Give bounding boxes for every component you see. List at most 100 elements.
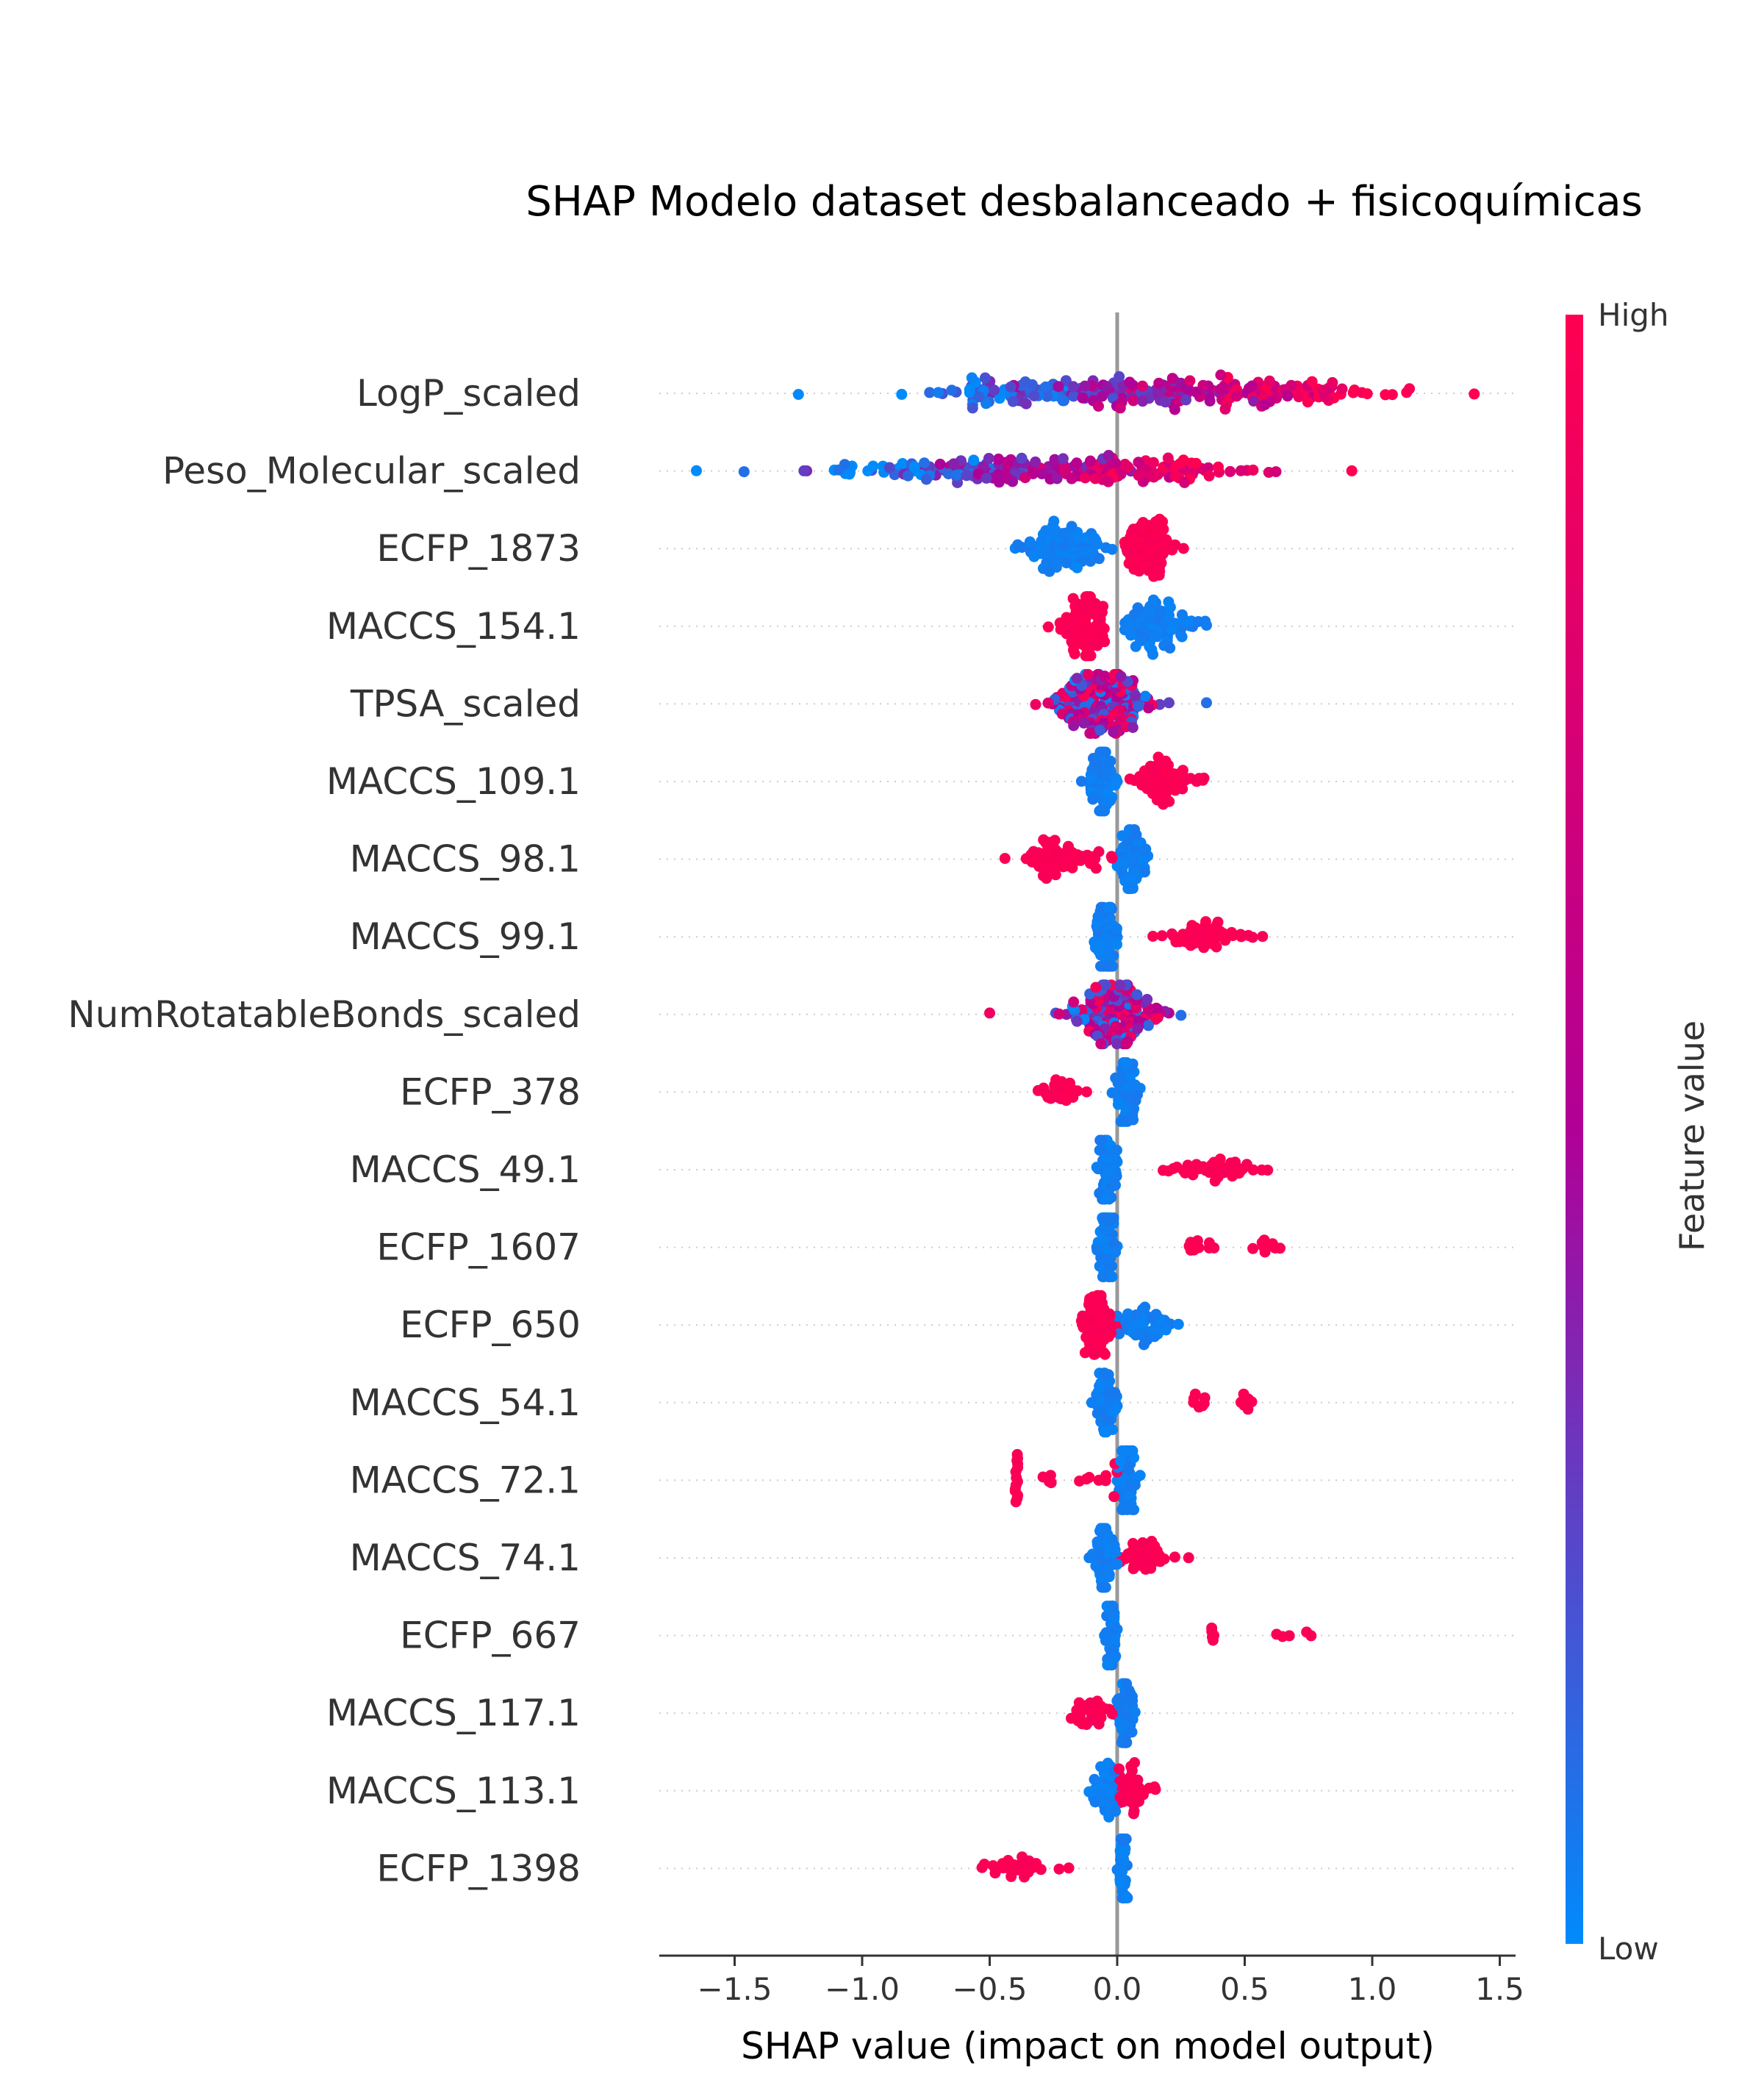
- shap-point: [1177, 765, 1188, 776]
- shap-point: [1148, 571, 1160, 582]
- shap-point: [1154, 605, 1166, 617]
- shap-point: [1095, 1134, 1107, 1146]
- shap-point: [1133, 470, 1144, 482]
- shap-point: [897, 458, 908, 469]
- shap-point: [1093, 945, 1105, 956]
- shap-point: [1055, 1093, 1066, 1105]
- shap-point: [1072, 532, 1084, 544]
- shap-point: [1063, 1862, 1075, 1874]
- shap-point: [1121, 1737, 1133, 1748]
- shap-point: [1266, 1238, 1278, 1250]
- shap-point: [1136, 380, 1148, 392]
- shap-point: [1203, 1167, 1215, 1179]
- shap-point: [1100, 1627, 1112, 1639]
- feature-label: ECFP_1607: [376, 1226, 581, 1269]
- shap-point: [1089, 1773, 1100, 1785]
- shap-point: [1197, 379, 1209, 391]
- shap-point: [1049, 834, 1061, 846]
- shap-point: [1007, 396, 1019, 407]
- shap-point: [1257, 931, 1269, 943]
- shap-point: [1066, 1083, 1078, 1095]
- shap-point: [1152, 631, 1164, 643]
- shap-point: [1127, 1563, 1139, 1575]
- shap-point: [1109, 1651, 1121, 1663]
- shap-point: [1117, 1796, 1129, 1808]
- shap-point: [1219, 403, 1231, 415]
- shap-point: [1121, 1056, 1133, 1068]
- x-tick-label: −1.0: [825, 1971, 900, 2007]
- shap-point: [1036, 468, 1048, 479]
- shap-point: [1042, 621, 1054, 633]
- shap-point: [1098, 1581, 1110, 1593]
- shap-point: [1042, 697, 1054, 709]
- shap-point: [1188, 1244, 1200, 1256]
- feature-label: MACCS_98.1: [350, 838, 581, 881]
- shap-point: [1049, 454, 1061, 465]
- shap-point: [1084, 1697, 1096, 1709]
- shap-point: [1083, 1552, 1095, 1564]
- feature-label: MACCS_117.1: [326, 1692, 581, 1734]
- shap-point: [1141, 993, 1153, 1005]
- shap-point: [1247, 1242, 1259, 1254]
- feature-label: MACCS_113.1: [326, 1770, 581, 1812]
- shap-point: [1028, 390, 1040, 401]
- shap-point: [1162, 452, 1174, 464]
- shap-point: [1105, 851, 1117, 862]
- shap-point: [1098, 805, 1110, 817]
- shap-point: [1189, 1388, 1201, 1400]
- shap-point: [1110, 1179, 1122, 1191]
- shap-point: [1127, 523, 1139, 535]
- shap-point: [1089, 473, 1101, 484]
- shap-point: [1148, 471, 1160, 483]
- shap-point: [1089, 1796, 1101, 1808]
- shap-point: [883, 462, 895, 473]
- shap-point: [1051, 473, 1063, 484]
- shap-point: [1121, 1038, 1132, 1050]
- shap-point: [1138, 1789, 1149, 1801]
- shap-point: [1212, 916, 1224, 928]
- shap-point: [1094, 724, 1105, 736]
- shap-point: [1057, 453, 1069, 465]
- feature-label: ECFP_667: [400, 1615, 581, 1657]
- feature-label: MACCS_54.1: [350, 1381, 581, 1424]
- shap-point: [1214, 1154, 1226, 1165]
- shap-point: [1067, 381, 1079, 393]
- shap-point: [792, 389, 804, 400]
- shap-point: [1167, 768, 1179, 779]
- feature-label: LogP_scaled: [356, 372, 581, 415]
- shap-point: [983, 453, 994, 464]
- shap-point: [1099, 1348, 1111, 1360]
- shap-point: [920, 473, 932, 485]
- feature-label: ECFP_378: [400, 1070, 581, 1113]
- shap-point: [1094, 1565, 1105, 1576]
- shap-point: [1144, 760, 1156, 772]
- shap-point: [908, 461, 920, 473]
- shap-point: [1226, 926, 1238, 938]
- shap-point: [1235, 1396, 1247, 1408]
- colorbar-title: Feature value: [1672, 1020, 1712, 1251]
- shap-point: [1141, 783, 1153, 795]
- shap-point: [1185, 773, 1197, 784]
- feature-label: MACCS_154.1: [326, 605, 581, 648]
- shap-point: [1125, 629, 1137, 641]
- shap-point: [1115, 1773, 1127, 1785]
- shap-point: [1102, 901, 1114, 913]
- shap-point: [867, 460, 879, 472]
- shap-point: [1139, 1301, 1151, 1313]
- shap-point: [1191, 386, 1202, 398]
- shap-point: [1206, 1622, 1218, 1634]
- shap-point: [1137, 517, 1149, 529]
- shap-point: [1327, 376, 1338, 388]
- feature-label: MACCS_109.1: [326, 760, 581, 803]
- shap-point: [1263, 375, 1275, 387]
- shap-point: [1130, 1095, 1141, 1106]
- shap-point: [973, 391, 985, 403]
- shap-point: [1186, 920, 1198, 932]
- shap-point: [1068, 390, 1080, 402]
- shap-point: [1122, 1308, 1134, 1320]
- shap-point: [1048, 515, 1060, 527]
- feature-label: TPSA_scaled: [350, 682, 581, 725]
- shap-point: [1057, 528, 1069, 540]
- shap-point: [980, 398, 992, 410]
- shap-point: [1259, 1246, 1271, 1258]
